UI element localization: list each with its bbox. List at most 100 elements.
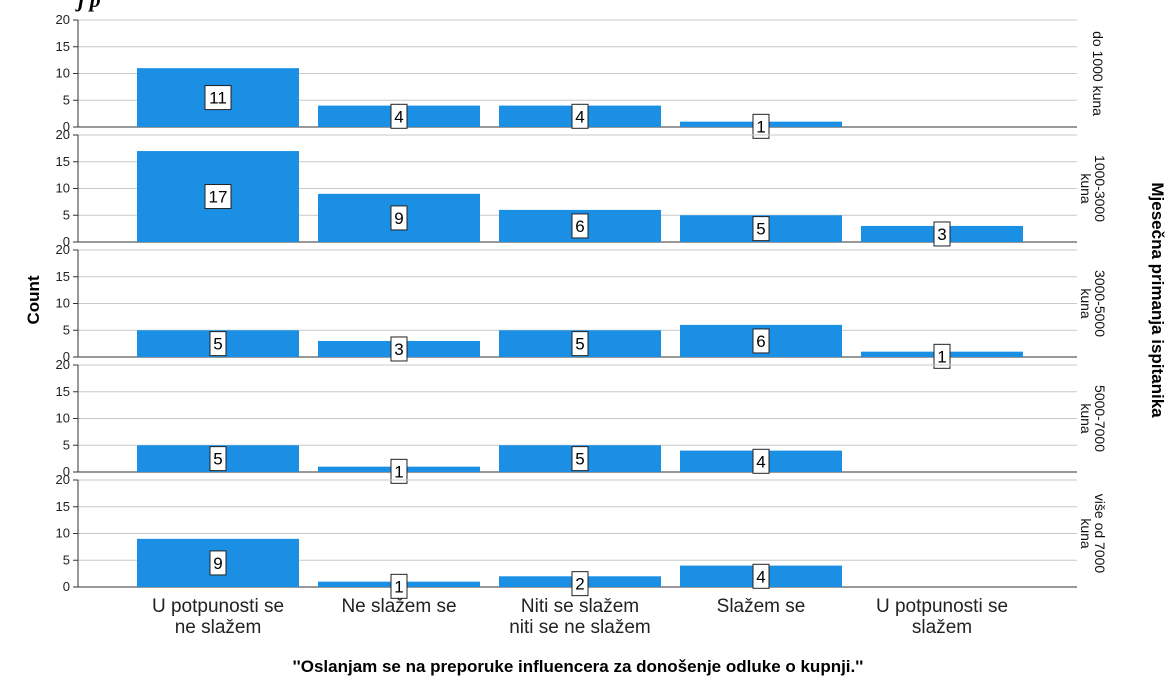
data-label: 5	[575, 335, 584, 354]
data-label-box	[752, 563, 770, 589]
data-label-box	[571, 331, 589, 357]
data-label-box	[204, 184, 232, 210]
category-label: Niti se slažem niti se ne slažem	[509, 596, 651, 638]
panel-label-line: kuna	[1078, 288, 1094, 319]
data-label-box	[752, 216, 770, 242]
data-label: 3	[394, 340, 403, 359]
y-tick-label: 15	[56, 269, 70, 284]
panel-label-line: kuna	[1078, 173, 1094, 204]
category-label-line: Niti se slažem	[521, 596, 639, 617]
data-label-box	[752, 113, 770, 139]
panel-label-line: 1000-3000	[1092, 155, 1108, 222]
y-tick-label: 5	[63, 92, 70, 107]
data-label-box	[390, 458, 408, 484]
data-label-box	[209, 446, 227, 472]
category-label: Slažem se	[717, 596, 806, 617]
data-label: 4	[756, 452, 765, 471]
y-tick-label: 15	[56, 499, 70, 514]
y-tick-label: 20	[56, 127, 70, 142]
panel-label-line: kuna	[1078, 403, 1094, 434]
panel-1: 0 5 10 15 20 11 4 4 1	[56, 12, 1077, 139]
y-tick-label: 15	[56, 384, 70, 399]
data-label: 6	[575, 217, 584, 236]
category-label-line: slažem	[912, 617, 972, 638]
y-tick-label: 5	[63, 322, 70, 337]
data-label: 9	[213, 554, 222, 573]
panel-label-line: kuna	[1078, 518, 1094, 549]
category-label-line: Slažem se	[717, 596, 806, 617]
data-label-box	[390, 103, 408, 129]
panel-label-line: 5000-7000	[1092, 385, 1108, 452]
x-axis-title: ''Oslanjam se na preporuke influencera z…	[293, 657, 864, 676]
data-label-box	[933, 343, 951, 369]
panel-label-line: do 1000 kuna	[1090, 31, 1106, 116]
data-label: 3	[937, 225, 946, 244]
y-tick-label: 10	[56, 411, 70, 426]
data-label: 5	[575, 450, 584, 469]
panel-5: 0 5 10 15 20 9 1 2 4	[56, 472, 1077, 599]
category-label-line: ne slažem	[175, 617, 262, 638]
category-label: Ne slažem se	[341, 596, 456, 617]
data-label-box	[571, 446, 589, 472]
data-label-box	[390, 573, 408, 599]
data-label-box	[933, 221, 951, 247]
data-label: 4	[575, 107, 584, 126]
panel-label: više od 7000kuna	[1078, 494, 1108, 574]
y-tick-label: 10	[56, 526, 70, 541]
y-tick-label: 10	[56, 181, 70, 196]
data-label: 9	[394, 209, 403, 228]
data-label: 1	[756, 117, 765, 136]
panel-axis-title: Mjesečna primanja ispitanika	[1148, 182, 1167, 418]
y-tick-label: 5	[63, 207, 70, 222]
data-label: 5	[756, 220, 765, 239]
title-fragment: j p	[78, 0, 101, 13]
panel-label: 3000-5000kuna	[1078, 270, 1108, 337]
y-axis-title: Count	[24, 275, 43, 324]
data-label-box	[752, 448, 770, 474]
panel-label: 1000-3000kuna	[1078, 155, 1108, 222]
data-label: 5	[213, 450, 222, 469]
category-label-line: U potpunosti se	[876, 596, 1008, 617]
y-tick-label: 0	[63, 464, 70, 479]
y-tick-label: 20	[56, 357, 70, 372]
panel-label-line: više od 7000	[1092, 494, 1108, 574]
category-label: U potpunosti se slažem	[876, 596, 1008, 638]
data-label: 6	[756, 332, 765, 351]
y-tick-label: 0	[63, 119, 70, 134]
y-tick-label: 10	[56, 296, 70, 311]
data-label-box	[571, 571, 589, 597]
data-label-box	[390, 205, 408, 231]
data-label-box	[209, 550, 227, 576]
y-tick-label: 20	[56, 12, 70, 27]
data-label: 5	[213, 335, 222, 354]
panel-3: 0 5 10 15 20 5 3 5 6 1	[56, 242, 1077, 369]
data-label-box	[390, 336, 408, 362]
y-tick-label: 15	[56, 39, 70, 54]
data-label: 4	[394, 107, 403, 126]
y-tick-label: 5	[63, 552, 70, 567]
data-label: 11	[209, 89, 227, 108]
data-label-box	[209, 331, 227, 357]
y-tick-label: 0	[63, 234, 70, 249]
y-tick-label: 10	[56, 66, 70, 81]
data-label-box	[752, 328, 770, 354]
y-tick-label: 15	[56, 154, 70, 169]
panel-label: 5000-7000kuna	[1078, 385, 1108, 452]
category-label-line: U potpunosti se	[152, 596, 284, 617]
data-label-box	[204, 85, 232, 111]
data-label-box	[571, 103, 589, 129]
data-label: 1	[394, 462, 403, 481]
y-tick-label: 0	[63, 579, 70, 594]
data-label-box	[571, 213, 589, 239]
data-label: 4	[756, 567, 765, 586]
category-label: U potpunosti se ne slažem	[152, 596, 284, 638]
data-label: 17	[209, 188, 228, 207]
data-label: 1	[937, 347, 946, 366]
y-tick-label: 20	[56, 242, 70, 257]
y-tick-label: 20	[56, 472, 70, 487]
panel-label-line: 3000-5000	[1092, 270, 1108, 337]
y-tick-label: 0	[63, 349, 70, 364]
data-label: 2	[575, 575, 584, 594]
